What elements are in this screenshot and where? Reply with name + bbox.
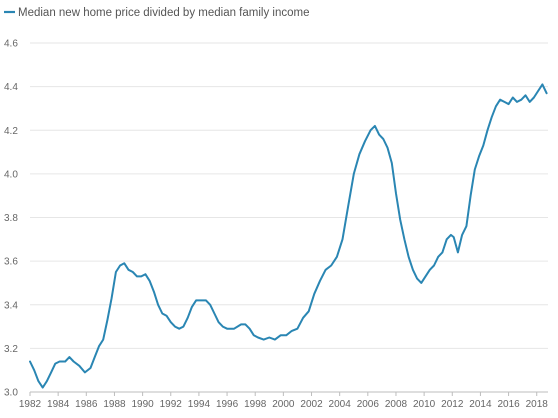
series-group bbox=[29, 83, 548, 389]
y-tick-label: 3.4 bbox=[4, 300, 18, 311]
gridlines bbox=[30, 42, 548, 349]
x-tick-label: 2018 bbox=[526, 399, 549, 410]
y-tick-label: 3.0 bbox=[4, 388, 18, 399]
y-tick-label: 3.2 bbox=[4, 344, 18, 355]
y-tick-label: 4.2 bbox=[4, 126, 18, 137]
x-tick-label: 1986 bbox=[75, 399, 98, 410]
y-axis: 3.0 3.2 3.4 3.6 3.8 4.0 4.2 4.4 4.6 bbox=[4, 39, 18, 399]
x-tick-label: 2006 bbox=[357, 399, 380, 410]
x-tick-label: 1984 bbox=[47, 399, 70, 410]
legend: Median new home price divided by median … bbox=[4, 7, 309, 19]
x-tick-label: 1982 bbox=[19, 399, 42, 410]
x-tick-label: 1992 bbox=[160, 399, 183, 410]
series-line bbox=[29, 83, 548, 389]
x-tick-label: 1998 bbox=[244, 399, 267, 410]
x-tick-label: 1996 bbox=[216, 399, 239, 410]
x-tick-label: 1990 bbox=[131, 399, 154, 410]
y-tick-label: 4.6 bbox=[4, 39, 18, 50]
y-tick-label: 4.0 bbox=[4, 169, 18, 180]
y-tick-label: 3.8 bbox=[4, 213, 18, 224]
legend-label: Median new home price divided by median … bbox=[18, 7, 309, 19]
x-axis: 1982 1984 1986 1988 1990 1992 1994 1996 1998 2000… bbox=[19, 391, 549, 410]
x-tick-label: 2010 bbox=[413, 399, 436, 410]
y-tick-label: 4.4 bbox=[4, 82, 18, 93]
y-tick-label: 3.6 bbox=[4, 257, 18, 268]
x-tick-label: 2004 bbox=[329, 399, 352, 410]
x-tick-label: 2014 bbox=[469, 399, 492, 410]
x-tick-label: 2008 bbox=[385, 399, 408, 410]
x-tick-label: 2000 bbox=[272, 399, 295, 410]
x-tick-label: 2002 bbox=[300, 399, 323, 410]
x-tick-label: 2012 bbox=[441, 399, 464, 410]
x-tick-label: 1994 bbox=[188, 399, 211, 410]
x-tick-label: 1988 bbox=[103, 399, 126, 410]
x-tick-label: 2016 bbox=[497, 399, 520, 410]
